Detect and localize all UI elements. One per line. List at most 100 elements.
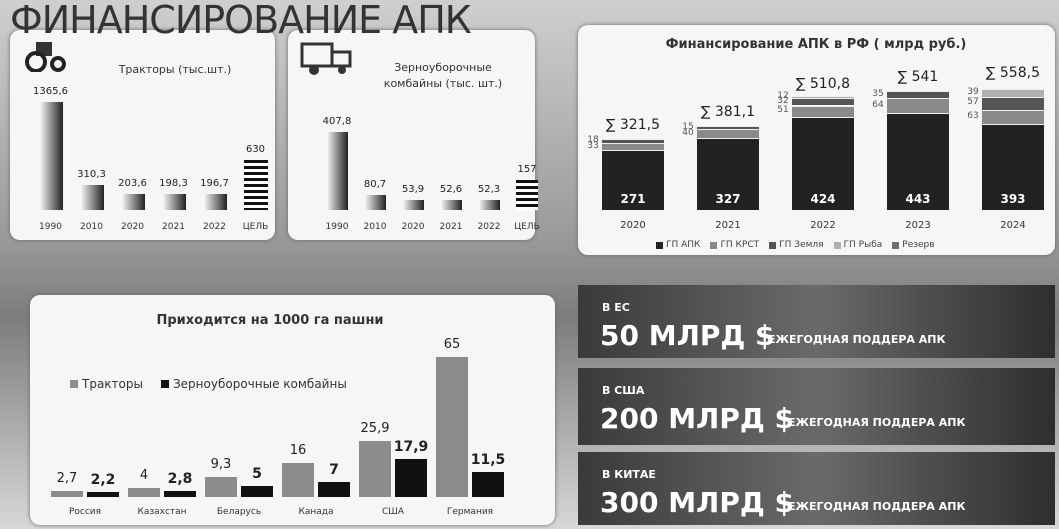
bar-segment (887, 98, 949, 113)
value-label: 11,5 (470, 452, 506, 469)
x-tick-label: США (381, 507, 405, 517)
x-tick-label: ЦЕЛЬ (514, 222, 540, 232)
page-title: ФИНАНСИРОВАНИЕ АПК (10, 0, 472, 42)
bar (128, 488, 160, 497)
x-tick-label: 2022 (203, 222, 226, 232)
legend-swatch (160, 380, 169, 388)
bar (51, 491, 83, 497)
x-tick-label: 2021 (715, 220, 741, 231)
segment-label: 393 (1000, 192, 1026, 206)
x-tick-label: 2020 (121, 222, 144, 232)
bar-segment (887, 112, 949, 210)
bar-segment (887, 90, 949, 99)
bar (326, 132, 348, 210)
chart-title: Финансирование АПК в РФ ( млрд руб.) (665, 37, 967, 52)
bar (516, 179, 538, 210)
bar (79, 185, 104, 210)
bar (440, 199, 462, 210)
legend-item: ГП КРСТ (710, 240, 759, 250)
segment-label: 18 (587, 135, 599, 146)
segment-label: 32 (777, 95, 789, 106)
value-label: 198,3 (159, 178, 188, 190)
x-tick-label: Беларусь (216, 507, 262, 517)
bar-segment (792, 98, 854, 106)
bar (436, 357, 468, 497)
x-tick-label: Германия (446, 507, 494, 517)
x-tick-label: Россия (68, 507, 102, 517)
value-label: 17,9 (393, 438, 429, 455)
value-label: 2,2 (90, 472, 116, 489)
combine-icon (300, 42, 352, 75)
value-label: 7 (329, 461, 339, 478)
bar (402, 199, 424, 210)
legend-item: ГП Земля (769, 240, 824, 250)
segment-label: 64 (872, 99, 884, 110)
value-label: 4 (139, 468, 149, 484)
value-label: 630 (245, 144, 266, 156)
banner-text: ЕЖЕГОДНАЯ ПОДДЕРА АПК (788, 416, 966, 429)
legend-item: Зерноуборочные комбайны (160, 377, 347, 391)
bar (478, 199, 500, 210)
segment-label: 51 (777, 105, 789, 116)
x-tick-label: 2024 (1000, 220, 1026, 231)
legend-label: Тракторы (82, 377, 143, 391)
segment-label: 40 (682, 127, 694, 138)
bar-segment (602, 150, 664, 210)
banner: В США 200 МЛРД $ ЕЖЕГОДНАЯ ПОДДЕРА АПК (578, 368, 1055, 445)
total-label: ∑ 541 (897, 68, 939, 85)
x-tick-label: ЦЕЛЬ (242, 222, 269, 232)
total-label: ∑ 510,8 (796, 75, 850, 92)
bar-segment (602, 143, 664, 151)
per-hectare-panel: Приходится на 1000 га пашни Тракторы Зерно… (30, 295, 555, 525)
legend: ГП АПК ГП КРСТ ГП Земля ГП Рыба Резерв (656, 240, 935, 250)
bar (87, 492, 119, 497)
bar-segment (792, 116, 854, 210)
value-label: 52,3 (477, 183, 501, 195)
bar (318, 481, 350, 497)
legend-item: ГП Рыба (833, 240, 883, 250)
bar (241, 486, 273, 497)
value-label: 2,7 (56, 471, 78, 487)
legend-swatch (656, 241, 663, 249)
x-tick-label: 2021 (162, 222, 185, 232)
segment-label: 57 (967, 97, 979, 108)
banner-amount: 50 МЛРД $ (600, 319, 775, 352)
legend-label: ГП КРСТ (720, 240, 760, 250)
x-tick-label: Канада (298, 507, 334, 517)
banner: В КИТАЕ 300 МЛРД $ ЕЖЕГОДНАЯ ПОДДЕРА АПК (578, 452, 1055, 525)
segment-label: 12 (777, 91, 789, 102)
x-tick-label: 2023 (905, 220, 931, 231)
segment-label: 271 (620, 192, 646, 206)
segment-label: 327 (715, 192, 741, 206)
x-tick-label: 2022 (810, 220, 836, 231)
x-tick-label: 2021 (439, 222, 463, 232)
bar (120, 193, 145, 210)
chart-title: Тракторы (тыс.шт.) (118, 63, 232, 76)
funding-panel: Финансирование АПК в РФ ( млрд руб.) 271 3… (578, 25, 1055, 255)
legend-label: ГП АПК (666, 240, 701, 250)
value-label: 2,8 (167, 470, 193, 487)
banner-region: В США (602, 384, 645, 397)
total-label: ∑ 558,5 (986, 65, 1040, 82)
x-tick-label: 2020 (401, 222, 425, 232)
bar-segment (982, 97, 1044, 110)
x-tick-label: 1990 (325, 222, 349, 232)
banner: В ЕС 50 МЛРД $ ЕЖЕГОДНАЯ ПОДДЕРА АПК (578, 285, 1055, 358)
tractor-icon (25, 42, 66, 72)
combine-panel: Зерноуборочные комбайны (тыс. шт.) 407,8 1… (288, 30, 540, 240)
legend-label: ГП Рыба (843, 240, 883, 250)
bar-segment (792, 95, 854, 99)
segment-label: 63 (967, 110, 979, 121)
chart-title: Приходится на 1000 га пашни (156, 313, 384, 328)
chart-title: Зерноуборочные комбайны (тыс. шт.) (383, 61, 503, 90)
bar-segment (697, 125, 759, 130)
segment-label: 35 (872, 88, 884, 99)
legend-swatch (710, 241, 718, 249)
legend-label: Резерв (902, 240, 935, 250)
value-label: 157 (517, 163, 537, 175)
banner-amount: 200 МЛРД $ (600, 402, 795, 435)
value-label: 1365,6 (33, 86, 68, 97)
bar (364, 194, 386, 210)
value-label: 310,3 (77, 169, 106, 181)
